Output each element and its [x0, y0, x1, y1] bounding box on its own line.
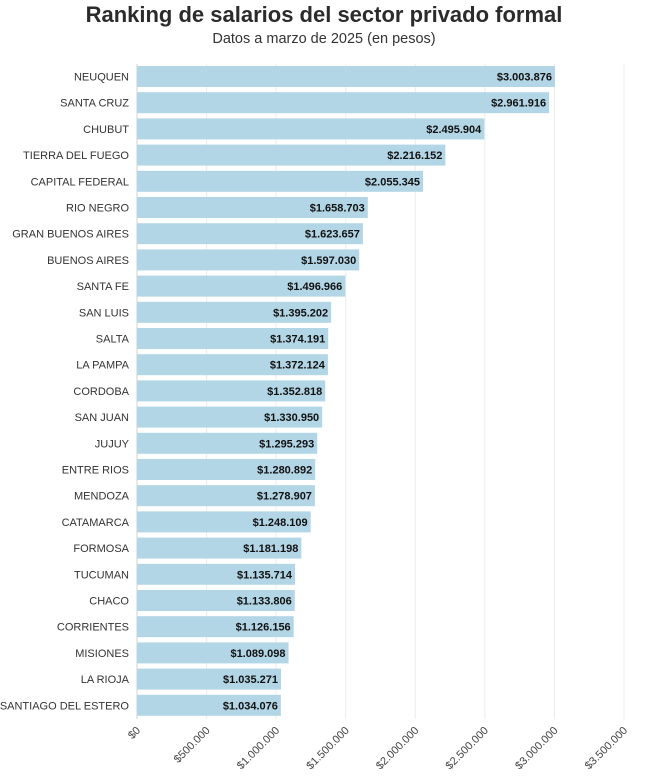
data-label: $1.280.892: [257, 465, 312, 477]
category-label: LA RIOJA: [81, 674, 130, 686]
bar: [137, 118, 485, 140]
category-label: GRAN BUENOS AIRES: [12, 229, 129, 241]
category-label: CORRIENTES: [57, 622, 129, 634]
x-tick-label: $1.500.000: [304, 725, 351, 772]
bar: [137, 223, 363, 245]
data-label: $1.395.202: [273, 307, 328, 319]
category-label: CORDOBA: [73, 386, 129, 398]
category-label: SANTA FE: [77, 281, 129, 293]
category-label: JUJUY: [95, 438, 130, 450]
category-label: SAN LUIS: [79, 307, 129, 319]
x-tick-label: $2.500.000: [444, 725, 491, 772]
category-label: ENTRE RIOS: [62, 465, 129, 477]
data-label: $1.372.124: [270, 360, 326, 372]
bar: [137, 459, 316, 480]
category-label: RIO NEGRO: [66, 203, 129, 215]
bar: [137, 354, 328, 376]
data-label: $3.003.876: [497, 72, 552, 84]
bar: [137, 563, 296, 585]
data-label: $1.352.818: [267, 386, 322, 398]
bar: [137, 485, 315, 507]
x-tick-label: $3.000.000: [513, 725, 560, 772]
data-label: $2.961.916: [491, 98, 546, 110]
bar: [137, 406, 323, 428]
category-label: NEUQUEN: [74, 72, 129, 84]
bar: [137, 380, 326, 402]
data-label: $1.278.907: [257, 491, 312, 503]
x-tick-label: $3.500.000: [583, 725, 630, 772]
category-label: BUENOS AIRES: [47, 255, 129, 267]
category-label: CHUBUT: [83, 124, 129, 136]
data-label: $1.295.293: [259, 438, 314, 450]
bar: [137, 197, 368, 218]
bar: [137, 642, 289, 664]
bar: [137, 694, 281, 716]
category-label: MISIONES: [75, 648, 129, 660]
data-label: $1.597.030: [301, 255, 356, 267]
chart-subtitle: Datos a marzo de 2025 (en pesos): [212, 31, 436, 47]
bar: [137, 511, 311, 533]
data-label: $1.181.198: [243, 543, 298, 555]
category-label: CATAMARCA: [62, 517, 130, 529]
data-label: $1.248.109: [253, 517, 308, 529]
data-label: $1.658.703: [310, 203, 365, 215]
x-tick-label: $1.000.000: [235, 725, 282, 772]
bar: [137, 92, 550, 114]
x-tick-label: $500.000: [172, 725, 213, 766]
data-label: $1.126.156: [236, 622, 291, 634]
bar: [137, 328, 329, 349]
category-label: TUCUMAN: [74, 569, 129, 581]
category-label: TIERRA DEL FUEGO: [23, 150, 129, 162]
data-label: $2.055.345: [365, 176, 420, 188]
category-label: MENDOZA: [74, 491, 130, 503]
bar: [137, 590, 295, 611]
data-label: $1.035.271: [223, 674, 278, 686]
x-tick-label: $2.000.000: [374, 725, 421, 772]
category-label: SAN JUAN: [75, 412, 129, 424]
data-label: $1.034.076: [223, 700, 278, 712]
bar: [137, 275, 346, 297]
data-label: $2.495.904: [426, 124, 482, 136]
data-label: $1.374.191: [270, 334, 325, 346]
category-label: SALTA: [96, 334, 130, 346]
chart-title: Ranking de salarios del sector privado f…: [85, 2, 563, 27]
bar: [137, 301, 332, 323]
data-label: $2.216.152: [387, 150, 442, 162]
category-label: LA PAMPA: [76, 360, 129, 372]
category-label: SANTIAGO DEL ESTERO: [0, 700, 129, 712]
data-label: $1.330.950: [264, 412, 319, 424]
data-label: $1.135.714: [237, 569, 293, 581]
category-label: CAPITAL FEDERAL: [31, 176, 129, 188]
bar: [137, 249, 360, 271]
data-label: $1.496.966: [287, 281, 342, 293]
data-label: $1.623.657: [305, 229, 360, 241]
data-label: $1.133.806: [237, 596, 292, 608]
bar: [137, 616, 294, 638]
category-label: SANTA CRUZ: [60, 98, 129, 110]
bar: [137, 170, 423, 192]
bar: [137, 668, 282, 690]
category-label: CHACO: [89, 596, 129, 608]
data-label: $1.089.098: [230, 648, 285, 660]
category-label: FORMOSA: [73, 543, 129, 555]
bar: [137, 66, 555, 87]
x-tick-label: $0: [126, 725, 143, 742]
bar: [137, 432, 318, 454]
bar: [137, 144, 446, 166]
bar: [137, 537, 302, 559]
